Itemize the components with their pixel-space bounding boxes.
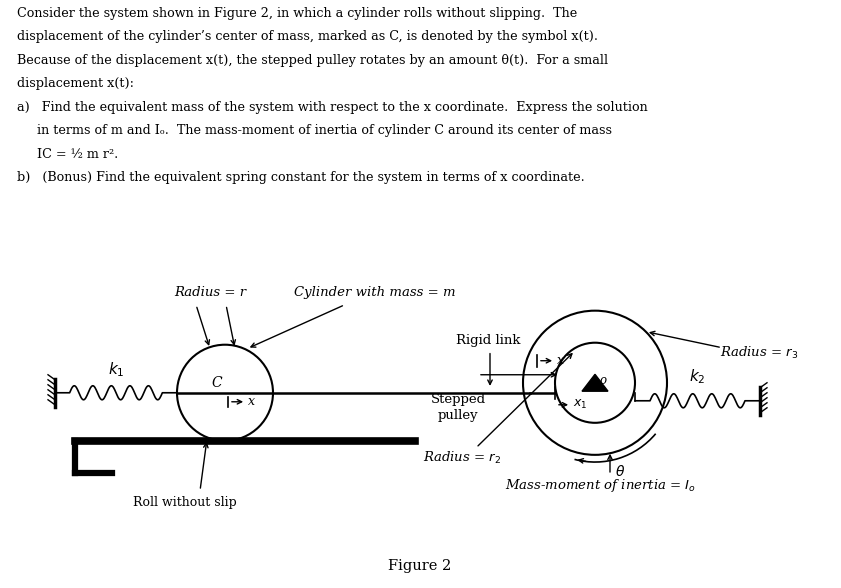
Text: Radius = r: Radius = r <box>174 286 246 299</box>
Text: Because of the displacement x(t), the stepped pulley rotates by an amount θ(t). : Because of the displacement x(t), the st… <box>17 54 608 67</box>
Text: Consider the system shown in Figure 2, in which a cylinder rolls without slippin: Consider the system shown in Figure 2, i… <box>17 6 577 20</box>
Text: Radius = $r_3$: Radius = $r_3$ <box>720 345 798 361</box>
Text: x: x <box>248 395 255 408</box>
Text: a)   Find the equivalent mass of the system with respect to the x coordinate.  E: a) Find the equivalent mass of the syste… <box>17 101 648 114</box>
Text: Cylinder with mass = m: Cylinder with mass = m <box>294 286 456 299</box>
Text: x: x <box>557 354 564 368</box>
Text: Radius = $r_2$: Radius = $r_2$ <box>423 450 501 466</box>
Text: Mass-moment of inertia = $I_o$: Mass-moment of inertia = $I_o$ <box>505 477 696 494</box>
Text: $x_1$: $x_1$ <box>573 398 588 412</box>
Text: displacement of the cylinder’s center of mass, marked as C, is denoted by the sy: displacement of the cylinder’s center of… <box>17 30 598 44</box>
Text: Stepped
pulley: Stepped pulley <box>431 393 485 422</box>
Text: o: o <box>600 374 607 387</box>
Text: displacement x(t):: displacement x(t): <box>17 77 134 91</box>
Text: Figure 2: Figure 2 <box>389 559 452 573</box>
Text: b)   (Bonus) Find the equivalent spring constant for the system in terms of x co: b) (Bonus) Find the equivalent spring co… <box>17 171 584 185</box>
Text: $\theta$: $\theta$ <box>616 465 626 479</box>
Text: IC = ½ m r².: IC = ½ m r². <box>17 148 118 161</box>
Text: Roll without slip: Roll without slip <box>133 496 237 509</box>
Text: Rigid link: Rigid link <box>456 334 521 347</box>
Text: in terms of m and Iₒ.  The mass-moment of inertia of cylinder C around its cente: in terms of m and Iₒ. The mass-moment of… <box>17 124 611 138</box>
Polygon shape <box>582 375 608 391</box>
Text: $k_2$: $k_2$ <box>690 367 706 386</box>
Text: $k_1$: $k_1$ <box>108 360 124 379</box>
Text: C: C <box>212 376 222 390</box>
